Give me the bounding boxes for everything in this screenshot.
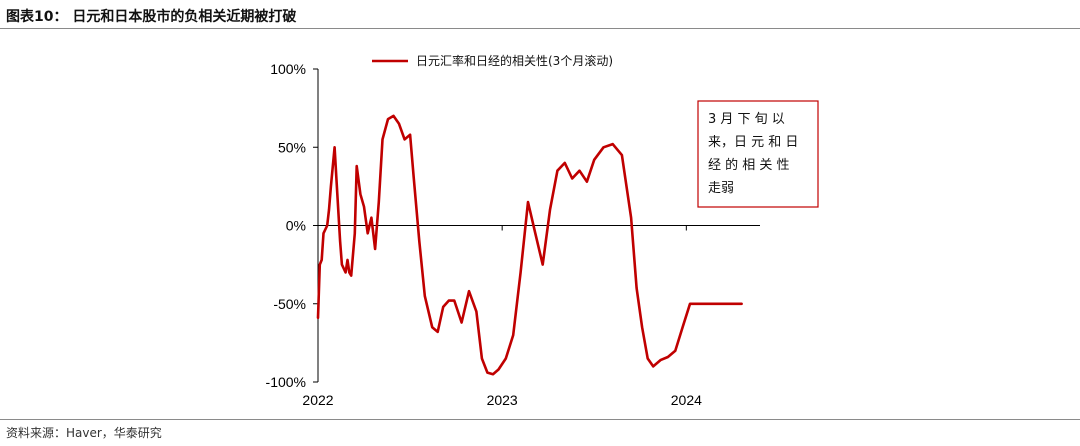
annotation-box — [697, 100, 819, 208]
legend-label: 日元汇率和日经的相关性(3个月滚动) — [416, 53, 613, 68]
annotation-line: 经 的 相 关 性 — [708, 157, 790, 173]
annotation-line: 3 月 下 旬 以 — [708, 112, 785, 127]
annotation-line: 来，日 元 和 日 — [708, 135, 798, 150]
chart-axes — [317, 69, 760, 382]
y-tick-label: -100% — [266, 374, 306, 390]
chart-series — [316, 114, 743, 376]
x-tick-label: 2023 — [487, 392, 518, 408]
y-tick-label: 100% — [270, 61, 306, 77]
bottom-divider — [0, 419, 1080, 420]
x-tick-label: 2022 — [302, 392, 333, 408]
series-line — [316, 114, 743, 376]
y-tick-label: 50% — [278, 139, 306, 155]
chart-ticks: 100% 50% 0% -50% -100% 2022 2023 2024 — [266, 61, 703, 408]
y-tick-label: -50% — [273, 296, 306, 312]
chart-legend: 日元汇率和日经的相关性(3个月滚动) — [372, 53, 613, 68]
x-tick-label: 2024 — [671, 392, 702, 408]
y-tick-label: 0% — [286, 218, 306, 234]
figure-title: 图表10： 日元和日本股市的负相关近期被打破 — [6, 9, 297, 25]
annotation-line: 走弱 — [708, 181, 734, 196]
chart-annotation: 3 月 下 旬 以来，日 元 和 日经 的 相 关 性走弱 — [697, 100, 819, 208]
source-note: 资料来源：Haver，华泰研究 — [6, 426, 162, 440]
top-divider — [0, 28, 1080, 29]
